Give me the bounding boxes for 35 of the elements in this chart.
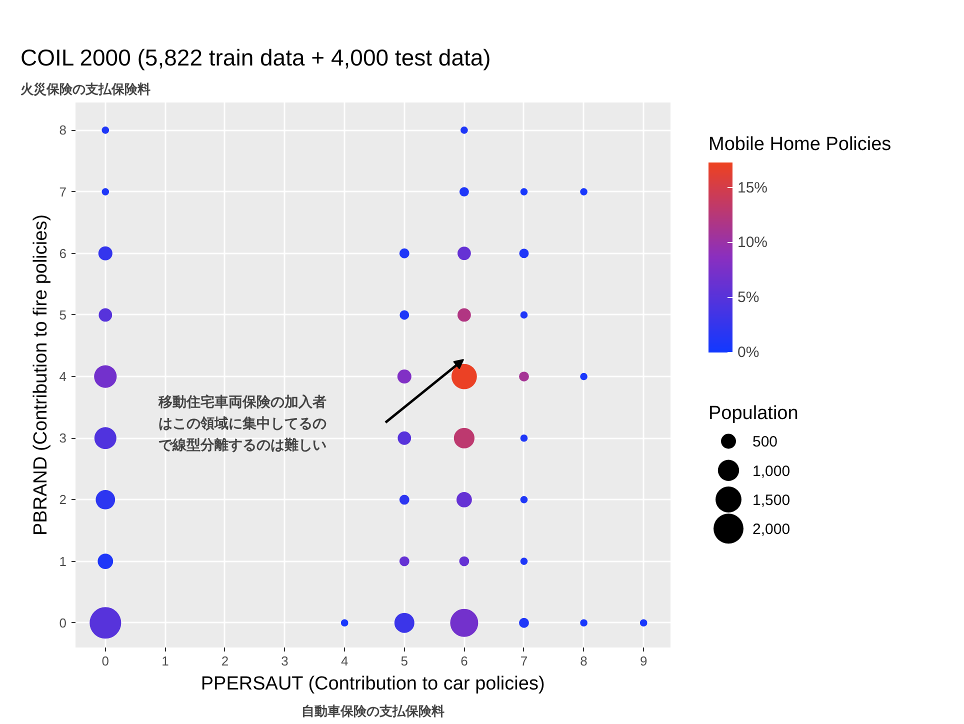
x-tick-label: 9 <box>640 654 648 668</box>
x-axis-title: PPERSAUT (Contribution to car policies) <box>200 674 545 694</box>
x-tick-label: 0 <box>102 654 110 668</box>
legend-label: 1,000 <box>752 462 790 480</box>
color-bar-label: 15% <box>738 179 768 196</box>
x-tick-label: 5 <box>400 654 408 668</box>
y-tick-label: 0 <box>59 615 67 630</box>
x-tick-label: 3 <box>281 654 288 668</box>
color-bar-label: 10% <box>738 234 768 252</box>
y-tick-label: 1 <box>59 554 67 569</box>
color-bar-label: 0% <box>738 344 760 361</box>
legend-title: Population <box>708 402 798 424</box>
y-tick-label: 5 <box>59 307 67 322</box>
y-tick-label: 4 <box>59 369 67 384</box>
text: 火災保険の支払保険料 <box>20 82 150 98</box>
y-tick-label: 8 <box>59 122 67 138</box>
x-tick-label: 7 <box>520 654 528 668</box>
legend-label: 1,500 <box>752 492 790 510</box>
legend-label: 500 <box>752 434 778 451</box>
y-tick-label: 7 <box>59 184 67 200</box>
chart-title: COIL 2000 (5,822 train data + 4,000 test data) <box>20 44 491 70</box>
annotation: 移動住宅車両保険の加入者はこの領域に集中してるので線型分離するのは難しい <box>158 394 326 454</box>
x-tick-label: 6 <box>460 654 468 668</box>
legend-label: 2,000 <box>752 521 790 538</box>
y-tick-label: 6 <box>59 246 67 261</box>
y-tick-label: 3 <box>59 430 67 446</box>
y-axis-title: PBRAND (Contribution to fire policies) <box>30 214 52 536</box>
x-tick-label: 2 <box>221 654 229 668</box>
text: 自動車保険の支払保険料 <box>302 704 444 720</box>
color-bar-title: Mobile Home Policies <box>708 134 892 156</box>
color-bar-label: 5% <box>738 289 760 306</box>
x-tick-label: 1 <box>162 654 169 668</box>
y-tick-label: 2 <box>59 492 67 508</box>
x-tick-label: 4 <box>340 654 348 668</box>
x-tick-label: 8 <box>580 654 588 668</box>
